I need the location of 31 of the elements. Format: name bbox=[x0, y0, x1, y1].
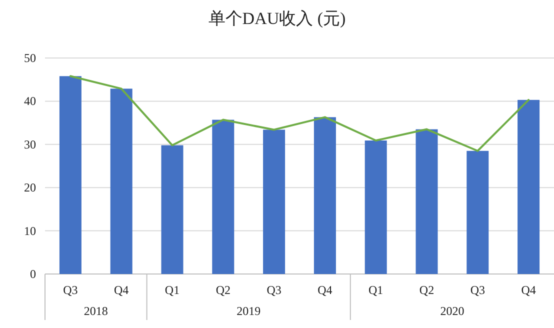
bar bbox=[364, 140, 387, 274]
y-tick-label: 40 bbox=[24, 94, 36, 108]
line-series bbox=[69, 75, 530, 152]
bar bbox=[416, 129, 438, 274]
x-tick-label: Q4 bbox=[521, 283, 536, 297]
x-tick-label: Q3 bbox=[470, 283, 485, 297]
text: 2019 bbox=[236, 304, 261, 318]
text: 2018 bbox=[84, 304, 108, 318]
bar bbox=[518, 100, 540, 274]
bar bbox=[263, 130, 286, 274]
y-tick-label: 10 bbox=[24, 224, 36, 238]
y-tick-label: 0 bbox=[30, 267, 36, 281]
x-tick-label: Q1 bbox=[368, 283, 384, 297]
x-tick-label: Q3 bbox=[266, 283, 282, 297]
bar bbox=[212, 120, 234, 274]
chart-title: 单个DAU收入 (元) bbox=[208, 9, 346, 28]
x-tick-label: Q4 bbox=[114, 283, 129, 297]
bar bbox=[59, 76, 82, 274]
y-tick-label: 20 bbox=[24, 180, 36, 195]
bar bbox=[161, 145, 184, 274]
text: 2020 bbox=[440, 304, 464, 318]
x-tick-label: Q1 bbox=[164, 283, 180, 297]
x-tick-label: Q3 bbox=[63, 283, 78, 297]
bar bbox=[110, 88, 132, 274]
x-tick-label: Q2 bbox=[216, 283, 230, 297]
y-tick-label: 50 bbox=[24, 51, 36, 65]
bar bbox=[466, 150, 489, 274]
bar bbox=[314, 117, 336, 274]
x-tick-label: Q2 bbox=[419, 283, 434, 297]
y-tick-label: 30 bbox=[24, 137, 36, 152]
x-tick-label: Q4 bbox=[318, 283, 332, 297]
